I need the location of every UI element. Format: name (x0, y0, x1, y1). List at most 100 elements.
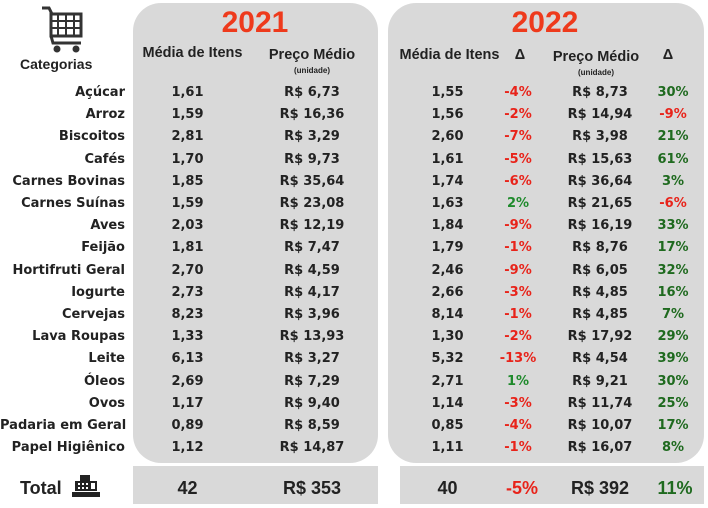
cash-register-icon (72, 475, 100, 497)
row-preco-2022: R$ 4,85 (572, 307, 628, 322)
row-delta-media: -3% (504, 395, 532, 411)
row-preco-2021: R$ 16,36 (279, 107, 345, 123)
row-preco-2022: R$ 10,07 (567, 418, 633, 433)
row-category: Óleos (84, 373, 125, 389)
row-delta-media: -4% (504, 85, 532, 100)
year-2021-title: 2021 (221, 6, 289, 39)
row-preco-2022: R$ 11,74 (567, 395, 633, 411)
row-category: Leite (88, 351, 125, 367)
row-preco-2021: R$ 4,59 (284, 262, 340, 278)
panel-2022 (388, 3, 704, 463)
total-media-2022: 40 (437, 478, 458, 498)
row-preco-2021: R$ 9,40 (284, 395, 340, 411)
row-media-2022: 1,61 (431, 151, 464, 167)
header-preco-2022: Preço Médio (552, 49, 640, 65)
row-media-2021: 8,23 (171, 307, 204, 322)
row-media-2022: 1,56 (431, 107, 464, 123)
header-preco-sub-2021: (unidade) (294, 66, 330, 75)
row-media-2021: 2,73 (171, 284, 204, 300)
table-row: Leite 6,13 R$ 3,27 5,32 -13% R$ 4,54 39% (0, 348, 708, 370)
table-row: Aves 2,03 R$ 12,19 1,84 -9% R$ 16,19 33% (0, 215, 708, 237)
row-delta-preco: 17% (657, 418, 689, 433)
year-2022-title: 2022 (511, 6, 579, 39)
row-media-2022: 1,74 (431, 173, 464, 189)
row-preco-2021: R$ 8,59 (284, 418, 340, 433)
row-delta-media: -9% (504, 218, 532, 234)
row-media-2022: 2,60 (431, 129, 464, 145)
row-preco-2022: R$ 36,64 (567, 173, 633, 189)
row-category: Carnes Suínas (21, 196, 125, 211)
row-category: Carnes Bovinas (12, 173, 125, 189)
row-category: Biscoitos (58, 129, 125, 145)
row-preco-2021: R$ 7,47 (284, 240, 340, 256)
row-preco-2021: R$ 14,87 (279, 440, 345, 456)
row-media-2021: 1,85 (171, 173, 204, 189)
total-media-2021: 42 (177, 478, 198, 498)
header-media-2022: Média de Itens (399, 47, 500, 63)
total-row: Total 42 R$ 353 40 -5% R$ 392 11% (0, 470, 708, 504)
row-media-2021: 0,89 (171, 418, 204, 433)
row-preco-2021: R$ 3,27 (284, 351, 340, 367)
row-media-2022: 8,14 (431, 307, 464, 322)
table-row: Carnes Bovinas 1,85 R$ 35,64 1,74 -6% R$ 36,6… (0, 171, 708, 193)
total-delta-media: -5% (505, 478, 538, 498)
row-preco-2022: R$ 3,98 (572, 129, 628, 145)
row-delta-media: -7% (504, 129, 532, 145)
total-delta-preco: 11% (657, 478, 693, 498)
row-preco-2022: R$ 16,07 (567, 440, 633, 456)
row-preco-2022: R$ 8,76 (572, 240, 628, 256)
total-preco-2021: R$ 353 (282, 478, 342, 498)
row-media-2021: 1,70 (171, 151, 204, 167)
row-delta-preco: 21% (657, 129, 689, 145)
row-media-2021: 2,69 (171, 373, 204, 389)
row-preco-2022: R$ 6,05 (572, 262, 628, 278)
row-category: Ovos (88, 395, 125, 411)
shopping-cart-icon (42, 6, 83, 53)
table-row: Cafés 1,70 R$ 9,73 1,61 -5% R$ 15,63 61% (0, 149, 708, 171)
row-delta-media: 2% (506, 196, 530, 211)
table-row: Ovos 1,17 R$ 9,40 1,14 -3% R$ 11,74 25% (0, 393, 708, 415)
table-row: Lava Roupas 1,33 R$ 13,93 1,30 -2% R$ 17,92 29… (0, 326, 708, 348)
row-preco-2021: R$ 12,19 (279, 218, 345, 234)
row-category: Feijão (81, 240, 125, 256)
row-delta-preco: 7% (661, 307, 685, 322)
row-preco-2021: R$ 6,73 (284, 85, 340, 100)
row-category: Iogurte (71, 284, 125, 300)
row-delta-preco: 8% (661, 440, 685, 456)
row-delta-preco: -9% (659, 107, 687, 123)
row-category: Açúcar (75, 85, 125, 100)
table-row: Cervejas 8,23 R$ 3,96 8,14 -1% R$ 4,85 7% (0, 304, 708, 326)
categories-header: Categorias (20, 56, 93, 72)
row-category: Hortifruti Geral (12, 262, 125, 278)
row-media-2022: 0,85 (431, 418, 464, 433)
table-row: Biscoitos 2,81 R$ 3,29 2,60 -7% R$ 3,98 21% (0, 126, 708, 148)
row-media-2021: 1,59 (171, 196, 204, 211)
row-delta-media: -1% (504, 307, 532, 322)
row-delta-media: -1% (504, 440, 532, 456)
header-delta-preco: Δ (662, 47, 674, 63)
row-preco-2022: R$ 17,92 (567, 329, 633, 345)
row-delta-preco: 25% (657, 395, 689, 411)
row-delta-media: -3% (504, 284, 532, 300)
row-delta-media: -4% (504, 418, 532, 433)
row-media-2022: 2,71 (431, 373, 464, 389)
row-category: Cervejas (61, 307, 125, 322)
row-category: Aves (90, 218, 125, 234)
row-delta-media: -13% (499, 351, 537, 367)
row-media-2022: 1,30 (431, 329, 464, 345)
row-preco-2021: R$ 13,93 (279, 329, 345, 345)
row-preco-2022: R$ 15,63 (567, 151, 633, 167)
row-category: Lava Roupas (32, 329, 125, 345)
row-delta-media: 1% (506, 373, 530, 389)
header-preco-2021: Preço Médio (268, 47, 356, 63)
table-row: Arroz 1,59 R$ 16,36 1,56 -2% R$ 14,94 -9% (0, 104, 708, 126)
row-delta-media: -6% (504, 173, 532, 189)
row-media-2021: 6,13 (171, 351, 204, 367)
row-preco-2021: R$ 3,29 (284, 129, 340, 145)
header-media-2021: Média de Itens (142, 45, 243, 61)
row-media-2022: 1,55 (431, 85, 464, 100)
row-media-2022: 1,11 (431, 440, 464, 456)
row-media-2021: 1,12 (171, 440, 204, 456)
row-preco-2021: R$ 4,17 (284, 284, 340, 300)
row-delta-preco: 29% (657, 329, 689, 345)
